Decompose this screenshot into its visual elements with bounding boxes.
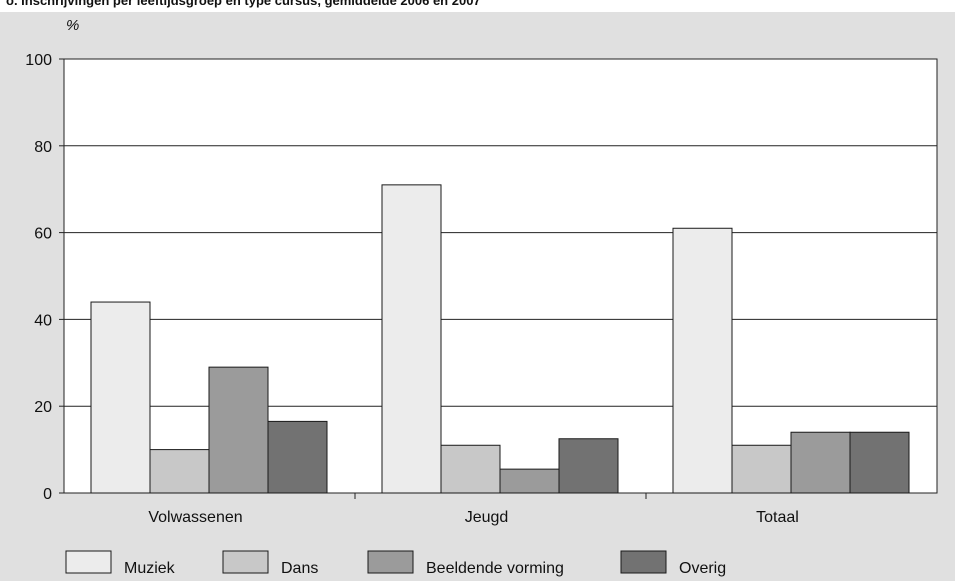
bar-series xyxy=(90,184,910,494)
bar xyxy=(731,444,792,494)
bar xyxy=(381,184,442,494)
legend-swatch xyxy=(65,550,112,574)
bar xyxy=(267,420,328,494)
bar xyxy=(499,468,560,494)
legend-swatch xyxy=(222,550,269,574)
legend-label: Beeldende vorming xyxy=(426,560,564,577)
bar xyxy=(849,431,910,494)
y-tick-label: 100 xyxy=(25,52,52,69)
bar xyxy=(440,444,501,494)
x-tick-label: Volwassenen xyxy=(148,509,242,526)
bar xyxy=(790,431,851,494)
y-tick-label: 40 xyxy=(34,312,52,329)
y-tick-label: 0 xyxy=(43,486,52,503)
bar xyxy=(558,438,619,494)
legend-label: Dans xyxy=(281,560,318,577)
x-tick-label: Jeugd xyxy=(465,509,509,526)
chart-title-cut: o. Inschrijvingen per leeftijdsgroep en … xyxy=(0,0,955,12)
legend-label: Muziek xyxy=(124,560,176,577)
plot-area xyxy=(63,58,938,494)
y-tick-label: 60 xyxy=(34,226,52,243)
y-tick-label: 80 xyxy=(34,139,52,156)
legend-label: Overig xyxy=(679,560,726,577)
legend-swatch xyxy=(620,550,667,574)
bar xyxy=(90,301,151,494)
x-axis-ticks: Volwassenen Jeugd Totaal xyxy=(148,493,799,526)
y-axis-ticks: 0 20 40 60 80 100 xyxy=(25,52,64,503)
y-axis-label: % xyxy=(66,17,79,34)
chart-title-text: o. Inschrijvingen per leeftijdsgroep en … xyxy=(6,0,481,8)
legend: Muziek Dans Beeldende vorming Overig xyxy=(65,550,726,577)
bar xyxy=(672,227,733,494)
bar xyxy=(208,366,269,494)
y-tick-label: 20 xyxy=(34,399,52,416)
legend-swatch xyxy=(367,550,414,574)
x-tick-label: Totaal xyxy=(756,509,799,526)
bar xyxy=(149,449,210,494)
